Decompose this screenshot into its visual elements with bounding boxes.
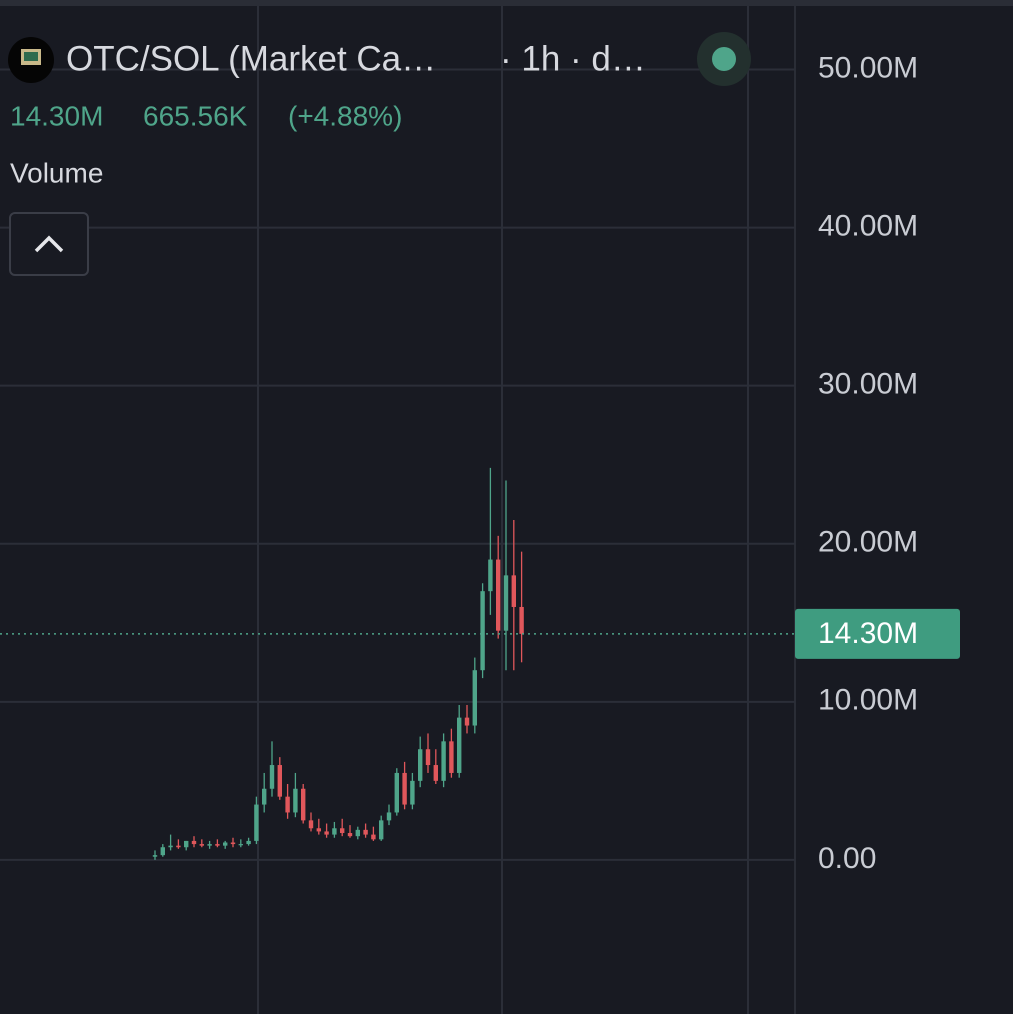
- price-label-box: [795, 608, 960, 659]
- candle-body: [230, 842, 236, 845]
- candle-body: [496, 559, 501, 631]
- candle-body: [324, 831, 329, 835]
- candle-body: [371, 834, 376, 840]
- candle-body: [293, 788, 298, 813]
- chart-title: OTC/SOL (Market Ca…: [66, 39, 436, 78]
- candle-body: [425, 749, 431, 766]
- candle-body: [269, 765, 275, 789]
- candle-body: [347, 833, 353, 837]
- candle-body: [262, 788, 267, 805]
- candle-body: [308, 820, 314, 829]
- candle-body: [160, 847, 165, 856]
- interval: · 1h · d…: [500, 39, 646, 78]
- y-tick-label: 10.00M: [818, 684, 918, 717]
- candle-body: [503, 575, 509, 631]
- candles: [152, 467, 524, 860]
- candle-body: [363, 829, 368, 835]
- collapse-button[interactable]: [9, 212, 89, 276]
- y-tick-label: 30.00M: [818, 368, 918, 401]
- candle-body: [488, 559, 493, 592]
- candle-body: [394, 772, 399, 813]
- candle-body: [176, 845, 181, 848]
- candle-body: [277, 765, 282, 797]
- status-dot: [712, 47, 736, 71]
- grid: [0, 68, 795, 861]
- candle-body: [215, 844, 220, 846]
- candle-body: [386, 812, 392, 821]
- candle-body: [379, 820, 384, 840]
- y-tick-label: 50.00M: [818, 51, 918, 84]
- candle-body: [355, 829, 360, 837]
- candle-body: [464, 717, 470, 726]
- candle-body: [449, 741, 454, 773]
- candle-body: [457, 717, 462, 773]
- chevron-up[interactable]: [34, 235, 64, 253]
- change-pct: (+4.88%): [288, 100, 402, 131]
- candle-body: [519, 606, 524, 634]
- price-label: 14.30M: [818, 617, 918, 650]
- y-tick-label: 20.00M: [818, 526, 918, 559]
- overlay: 0.00 10.00M 20.00M 30.00M 40.00M 50.00M 14.30M: [0, 51, 960, 875]
- y-tick-label: 40.00M: [818, 210, 918, 243]
- candle-body: [316, 828, 321, 832]
- candle-body: [285, 796, 290, 813]
- candle-body: [410, 780, 415, 805]
- candle-body: [152, 855, 158, 857]
- candle-body: [402, 772, 407, 805]
- candle-body: [199, 844, 204, 846]
- change: 665.56K: [143, 100, 248, 131]
- candle-body: [254, 804, 259, 841]
- candle-body: [472, 670, 477, 726]
- candle-body: [246, 840, 251, 845]
- candle-body: [418, 749, 423, 781]
- candle-body: [184, 840, 189, 848]
- candle-body: [168, 845, 173, 848]
- y-tick-label: 0.00: [818, 842, 876, 875]
- top-bar: [0, 0, 1013, 6]
- candle-body: [340, 828, 345, 834]
- candle-body: [301, 788, 306, 821]
- candle-body: [238, 844, 243, 846]
- last-value: 14.30M: [10, 100, 103, 131]
- candle-body: [433, 765, 438, 781]
- candle-body: [207, 844, 212, 846]
- volume-label: Volume: [10, 157, 103, 188]
- token-icon-screen-inner: [24, 52, 38, 61]
- candle-body: [511, 575, 516, 607]
- candle-body: [223, 842, 228, 846]
- candle-body: [191, 840, 197, 845]
- candle-body: [441, 741, 446, 781]
- candle-body: [332, 828, 337, 835]
- candle-body: [480, 591, 485, 671]
- collapse-button-frame[interactable]: [9, 212, 89, 276]
